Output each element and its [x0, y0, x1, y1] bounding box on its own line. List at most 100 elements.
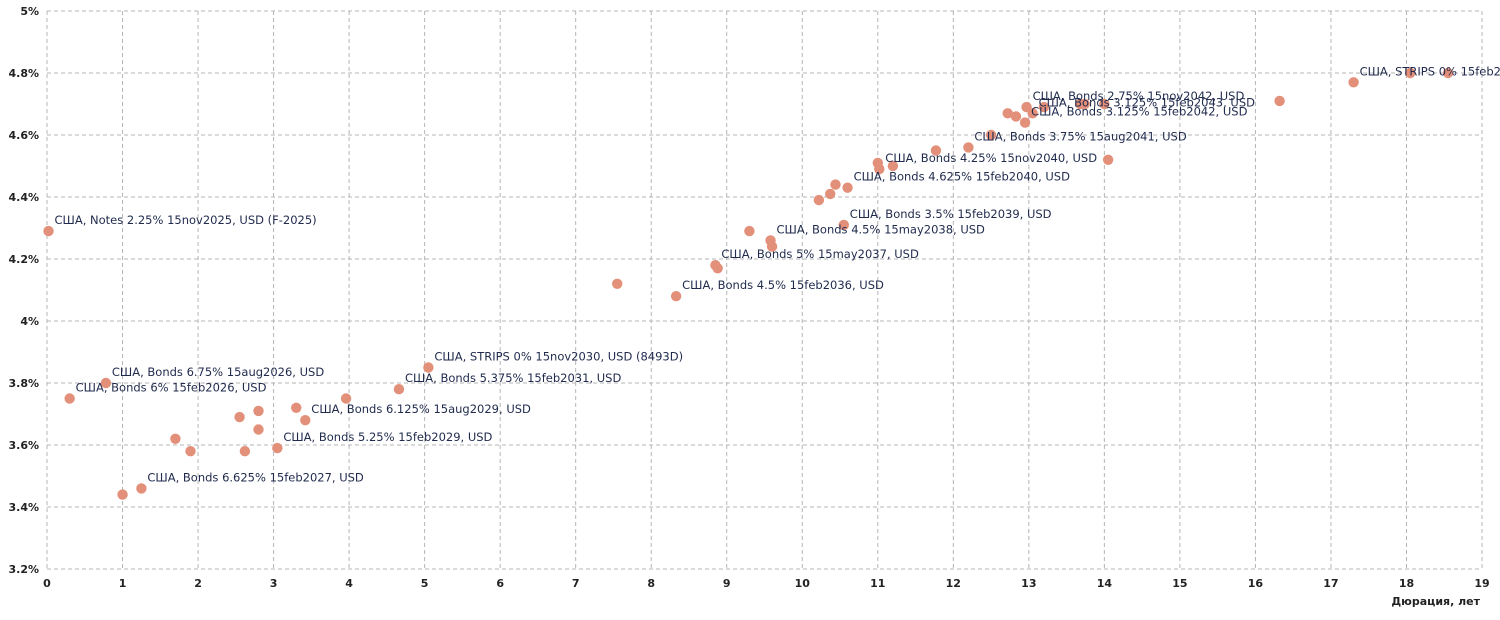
- data-points: [43, 67, 1454, 500]
- data-point[interactable]: [612, 278, 623, 289]
- data-label: США, Bonds 6.75% 15aug2026, USD: [112, 365, 324, 379]
- data-point[interactable]: [253, 405, 264, 417]
- x-tick-label: 13: [1021, 577, 1036, 590]
- data-point[interactable]: [1019, 117, 1031, 128]
- data-point[interactable]: [670, 291, 682, 302]
- data-point[interactable]: [291, 402, 302, 413]
- y-tick-label: 4.8%: [8, 67, 39, 80]
- data-point[interactable]: [766, 241, 778, 252]
- data-label: США, STRIPS 0% 15feb2043, USD (10957D): [1360, 64, 1500, 78]
- y-tick-label: 4.4%: [8, 191, 39, 204]
- x-tick-label: 5: [421, 577, 429, 590]
- data-label: США, Notes 2.25% 15nov2025, USD (F-2025): [55, 213, 317, 227]
- x-axis-label: Дюрация, лет: [1391, 595, 1480, 608]
- data-point[interactable]: [64, 393, 75, 404]
- data-point[interactable]: [234, 411, 245, 423]
- data-point[interactable]: [1102, 154, 1114, 165]
- x-tick-label: 4: [345, 577, 353, 590]
- data-point[interactable]: [1038, 101, 1050, 113]
- data-point[interactable]: [813, 194, 825, 206]
- y-tick-label: 3.8%: [8, 377, 39, 390]
- y-tick-label: 4.6%: [8, 129, 39, 142]
- data-label: США, Bonds 3.75% 15aug2041, USD: [974, 129, 1186, 143]
- x-tick-label: 12: [946, 577, 961, 590]
- y-tick-label: 5%: [20, 5, 39, 18]
- data-label: США, Bonds 5% 15may2037, USD: [721, 247, 919, 261]
- data-point[interactable]: [1027, 108, 1038, 119]
- data-point[interactable]: [1348, 77, 1359, 88]
- data-label: США, Bonds 4.25% 15nov2040, USD: [885, 151, 1097, 165]
- y-tick-label: 3.2%: [8, 563, 39, 576]
- data-point[interactable]: [838, 219, 850, 231]
- x-tick-label: 1: [119, 577, 127, 590]
- data-label: США, Bonds 5.375% 15feb2031, USD: [405, 371, 622, 385]
- data-label: США, STRIPS 0% 15nov2030, USD (8493D): [434, 350, 683, 364]
- data-point[interactable]: [300, 415, 311, 426]
- data-label: США, Bonds 4.625% 15feb2040, USD: [854, 170, 1071, 184]
- data-label: США, Bonds 6.125% 15aug2029, USD: [311, 402, 531, 416]
- data-point[interactable]: [930, 145, 942, 156]
- x-tick-label: 2: [194, 577, 202, 590]
- data-label: США, Bonds 4.5% 15may2038, USD: [777, 222, 986, 236]
- data-point[interactable]: [1002, 108, 1013, 119]
- data-point[interactable]: [117, 489, 128, 500]
- data-label: США, Bonds 4.5% 15feb2036, USD: [682, 278, 884, 292]
- data-point[interactable]: [874, 163, 885, 175]
- data-point[interactable]: [1010, 111, 1022, 122]
- data-point[interactable]: [1274, 95, 1285, 107]
- data-point[interactable]: [340, 393, 352, 404]
- x-tick-label: 18: [1399, 577, 1414, 590]
- x-tick-label: 14: [1097, 577, 1113, 590]
- data-point[interactable]: [423, 362, 434, 373]
- x-tick-label: 3: [270, 577, 278, 590]
- y-tick-label: 4.2%: [8, 253, 39, 266]
- data-point[interactable]: [393, 384, 405, 395]
- x-tick-label: 8: [647, 577, 655, 590]
- data-point[interactable]: [136, 483, 147, 494]
- data-point[interactable]: [253, 424, 264, 435]
- data-point[interactable]: [712, 263, 723, 274]
- data-label: США, Bonds 6.625% 15feb2027, USD: [147, 470, 364, 484]
- x-tick-label: 9: [723, 577, 731, 590]
- y-tick-label: 3.6%: [8, 439, 39, 452]
- x-axis-ticks: 0 1 2 3 4 5 6 7 8 9 10 11 12 13 14 15 16 17 18 19: [43, 577, 1489, 590]
- data-point[interactable]: [985, 129, 997, 141]
- x-tick-label: 0: [43, 577, 51, 590]
- x-tick-label: 11: [870, 577, 885, 590]
- data-point[interactable]: [1442, 67, 1454, 79]
- x-tick-label: 10: [795, 577, 811, 590]
- data-point[interactable]: [272, 442, 283, 454]
- data-label: США, Bonds 3.125% 15feb2043, USD: [1039, 95, 1256, 109]
- data-point[interactable]: [842, 182, 853, 193]
- data-point[interactable]: [1099, 98, 1110, 110]
- data-label: США, Bonds 2.75% 15nov2042, USD: [1033, 89, 1245, 103]
- x-tick-label: 6: [496, 577, 504, 590]
- point-labels: США, Notes 2.25% 15nov2025, USD (F-2025)…: [55, 64, 1500, 484]
- y-tick-label: 3.4%: [8, 501, 39, 514]
- data-point[interactable]: [170, 433, 181, 444]
- x-tick-label: 16: [1248, 577, 1264, 590]
- data-point[interactable]: [887, 160, 899, 172]
- data-point[interactable]: [100, 377, 112, 389]
- y-tick-label: 4%: [20, 315, 39, 328]
- grid: [46, 10, 1483, 570]
- data-point[interactable]: [1405, 67, 1416, 79]
- data-label: США, Bonds 6% 15feb2026, USD: [76, 381, 267, 395]
- data-label: США, Bonds 5.25% 15feb2029, USD: [283, 430, 492, 444]
- data-point[interactable]: [1079, 98, 1090, 110]
- x-tick-label: 17: [1323, 577, 1338, 590]
- data-label: США, Bonds 3.5% 15feb2039, USD: [850, 207, 1052, 221]
- data-point[interactable]: [744, 225, 755, 237]
- y-axis-ticks: 3.2% 3.4% 3.6% 3.8% 4% 4.2% 4.4% 4.6% 4.8% 5%: [8, 5, 39, 576]
- data-point[interactable]: [830, 179, 841, 190]
- x-tick-label: 15: [1172, 577, 1187, 590]
- x-tick-label: 7: [572, 577, 580, 590]
- data-point[interactable]: [43, 225, 54, 237]
- x-tick-label: 19: [1474, 577, 1489, 590]
- data-point[interactable]: [239, 446, 251, 457]
- data-point[interactable]: [963, 142, 974, 153]
- data-label: США, Bonds 3.125% 15feb2042, USD: [1031, 105, 1248, 119]
- data-point[interactable]: [825, 188, 836, 200]
- data-point[interactable]: [185, 446, 196, 457]
